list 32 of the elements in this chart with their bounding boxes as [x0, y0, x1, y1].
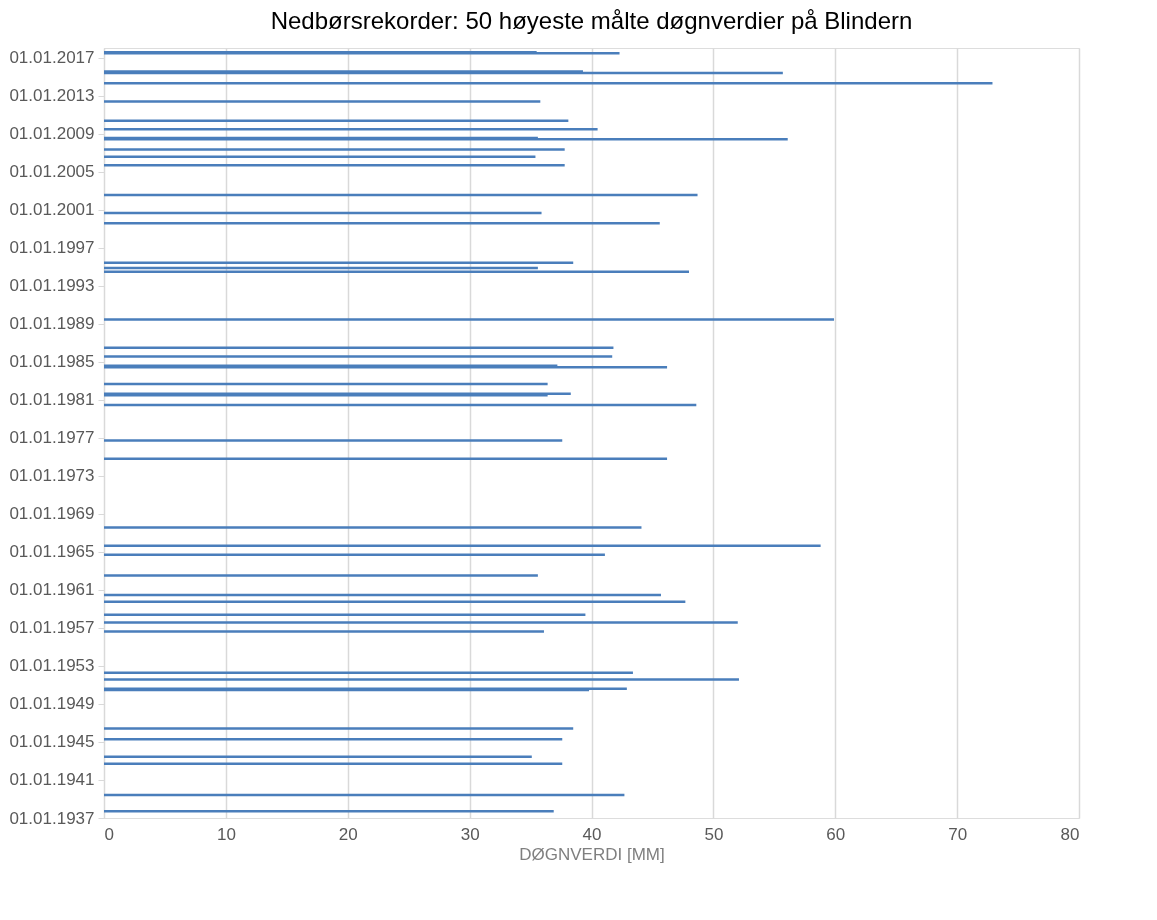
y-tick-label: 01.01.2005: [9, 162, 95, 182]
y-tick-label: 01.01.1945: [9, 732, 95, 752]
y-tick-label: 01.01.1949: [9, 694, 95, 714]
x-tick-label: 30: [460, 824, 480, 844]
x-tick-label: 70: [948, 824, 968, 844]
y-tick-label: 01.01.1985: [9, 352, 95, 372]
y-tick-label: 01.01.1957: [9, 618, 95, 638]
x-tick-label: 40: [582, 824, 602, 844]
y-tick-label: 01.01.1997: [9, 238, 95, 258]
y-tick-label: 01.01.1977: [9, 428, 95, 448]
x-axis-title: DØGNVERDI [MM]: [519, 844, 665, 864]
y-tick-label: 01.01.1981: [9, 390, 95, 410]
y-tick-label: 01.01.1953: [9, 656, 95, 676]
y-tick-label: 01.01.1993: [9, 276, 95, 296]
y-tick-label: 01.01.1961: [9, 580, 95, 600]
y-tick-label: 01.01.2009: [9, 124, 95, 144]
y-tick-label: 01.01.2001: [9, 200, 95, 220]
y-tick-label: 01.01.1941: [9, 770, 95, 790]
x-tick-label: 80: [1060, 824, 1080, 844]
x-tick-label: 0: [104, 824, 114, 844]
x-tick-label: 60: [826, 824, 846, 844]
x-tick-label: 20: [338, 824, 358, 844]
chart-title: Nedbørsrekorder: 50 høyeste målte døgnverdier på Blindern: [270, 7, 913, 34]
y-tick-label: 01.01.1969: [9, 504, 95, 524]
y-tick-label: 01.01.2017: [9, 48, 95, 68]
y-tick-label: 01.01.1965: [9, 542, 95, 562]
y-tick-label: 01.01.1989: [9, 314, 95, 334]
x-tick-label: 10: [216, 824, 236, 844]
x-tick-label: 50: [704, 824, 724, 844]
y-tick-label: 01.01.1937: [9, 808, 95, 828]
y-tick-label: 01.01.2013: [9, 86, 95, 106]
y-tick-label: 01.01.1973: [9, 466, 95, 486]
